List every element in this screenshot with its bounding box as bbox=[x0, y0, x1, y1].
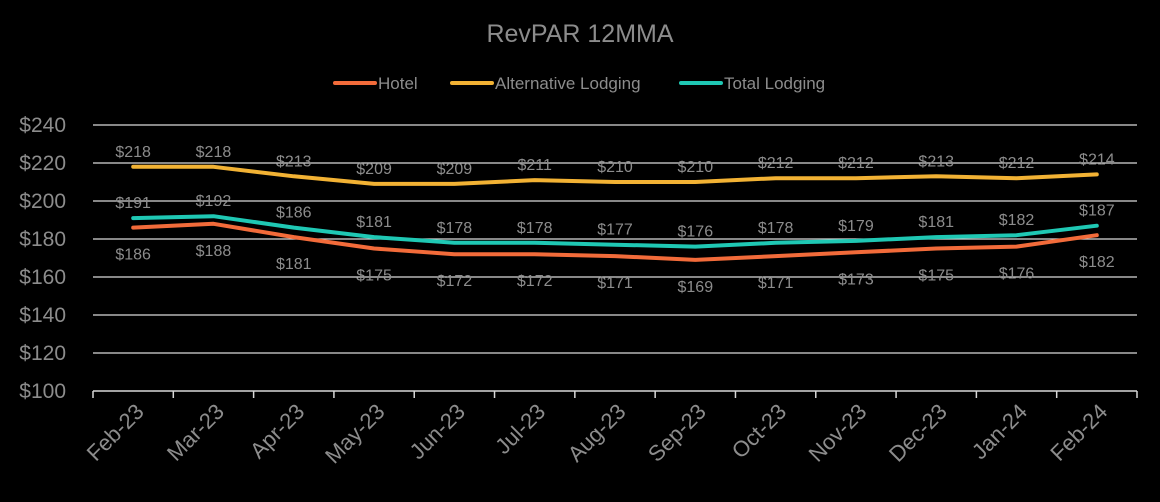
data-label-total-lodging: $176 bbox=[678, 224, 714, 241]
data-label-alternative-lodging: $210 bbox=[597, 159, 633, 176]
data-label-total-lodging: $178 bbox=[758, 220, 794, 237]
data-label-total-lodging: $191 bbox=[115, 195, 151, 212]
data-label-alternative-lodging: $210 bbox=[678, 159, 714, 176]
x-tick-label: Jan-24 bbox=[967, 399, 1032, 464]
data-label-alternative-lodging: $213 bbox=[918, 153, 954, 170]
data-label-hotel: $188 bbox=[196, 243, 232, 260]
x-axis: Feb-23 Mar-23 Apr-23 May-23 Jun-23 Jul-23 Aug-… bbox=[82, 390, 1138, 469]
series-line-total-lodging bbox=[131, 214, 1099, 249]
data-label-hotel: $171 bbox=[597, 275, 633, 292]
data-label-hotel: $172 bbox=[437, 273, 473, 290]
legend-label-alternative-lodging: Alternative Lodging bbox=[495, 74, 641, 93]
y-tick-label: $200 bbox=[19, 190, 66, 213]
gridlines bbox=[93, 124, 1137, 354]
data-label-alternative-lodging: $209 bbox=[356, 161, 392, 178]
data-label-total-lodging: $178 bbox=[437, 220, 473, 237]
x-tick-label: Jun-23 bbox=[405, 399, 470, 464]
data-label-hotel: $169 bbox=[678, 279, 714, 296]
data-label-hotel: $175 bbox=[918, 268, 954, 285]
data-label-total-lodging: $177 bbox=[597, 222, 633, 239]
data-label-total-lodging: $181 bbox=[918, 214, 954, 231]
data-label-alternative-lodging: $209 bbox=[437, 161, 473, 178]
data-label-alternative-lodging: $212 bbox=[999, 155, 1035, 172]
data-label-alternative-lodging: $213 bbox=[276, 153, 312, 170]
series-line-hotel bbox=[131, 221, 1099, 262]
x-tick-label: Feb-23 bbox=[82, 399, 149, 466]
x-tick-label: Oct-23 bbox=[727, 399, 791, 463]
x-tick-label: Aug-23 bbox=[563, 399, 631, 467]
data-label-total-lodging: $192 bbox=[196, 193, 232, 210]
data-label-total-lodging: $187 bbox=[1079, 203, 1115, 220]
data-label-hotel: $172 bbox=[517, 273, 553, 290]
data-label-hotel: $182 bbox=[1079, 254, 1115, 271]
y-tick-label: $120 bbox=[19, 342, 66, 365]
data-label-total-lodging: $178 bbox=[517, 220, 553, 237]
x-tick-label: Mar-23 bbox=[162, 399, 229, 466]
data-label-hotel: $181 bbox=[276, 256, 312, 273]
data-labels: $186 $188 $181 $175 $172 $172 $171 $169 $171 $173… bbox=[115, 144, 1114, 296]
data-label-alternative-lodging: $214 bbox=[1079, 151, 1115, 168]
data-label-alternative-lodging: $218 bbox=[115, 144, 151, 161]
x-tick-label: Dec-23 bbox=[884, 399, 952, 467]
x-tick-label: Nov-23 bbox=[804, 399, 872, 467]
data-label-total-lodging: $179 bbox=[838, 218, 874, 235]
data-label-total-lodging: $181 bbox=[356, 214, 392, 231]
data-label-hotel: $171 bbox=[758, 275, 794, 292]
data-label-total-lodging: $186 bbox=[276, 205, 312, 222]
series-line-alternative-lodging bbox=[131, 164, 1099, 186]
y-tick-label: $100 bbox=[19, 380, 66, 403]
legend-label-total-lodging: Total Lodging bbox=[724, 74, 825, 93]
y-tick-label: $240 bbox=[19, 114, 66, 137]
data-label-hotel: $186 bbox=[115, 247, 151, 264]
series-lines bbox=[131, 164, 1099, 262]
data-label-total-lodging: $182 bbox=[999, 212, 1035, 229]
data-label-alternative-lodging: $212 bbox=[838, 155, 874, 172]
x-tick-label: May-23 bbox=[320, 399, 390, 469]
y-axis-ticks: $100 $120 $140 $160 $180 $200 $220 $240 bbox=[19, 114, 66, 403]
legend: Hotel Alternative Lodging Total Lodging bbox=[333, 74, 825, 93]
chart-title: RevPAR 12MMA bbox=[486, 20, 673, 48]
x-tick-label: Apr-23 bbox=[245, 399, 309, 463]
y-tick-label: $180 bbox=[19, 228, 66, 251]
x-tick-label: Feb-24 bbox=[1045, 399, 1112, 466]
x-tick-label: Sep-23 bbox=[643, 399, 711, 467]
data-label-alternative-lodging: $212 bbox=[758, 155, 794, 172]
data-label-hotel: $176 bbox=[999, 266, 1035, 283]
x-tick-label: Jul-23 bbox=[490, 399, 550, 459]
y-tick-label: $160 bbox=[19, 266, 66, 289]
data-label-alternative-lodging: $218 bbox=[196, 144, 232, 161]
data-label-hotel: $175 bbox=[356, 268, 392, 285]
y-tick-label: $220 bbox=[19, 152, 66, 175]
data-label-alternative-lodging: $211 bbox=[517, 157, 552, 174]
y-tick-label: $140 bbox=[19, 304, 66, 327]
legend-label-hotel: Hotel bbox=[378, 74, 418, 93]
data-label-hotel: $173 bbox=[838, 271, 874, 288]
